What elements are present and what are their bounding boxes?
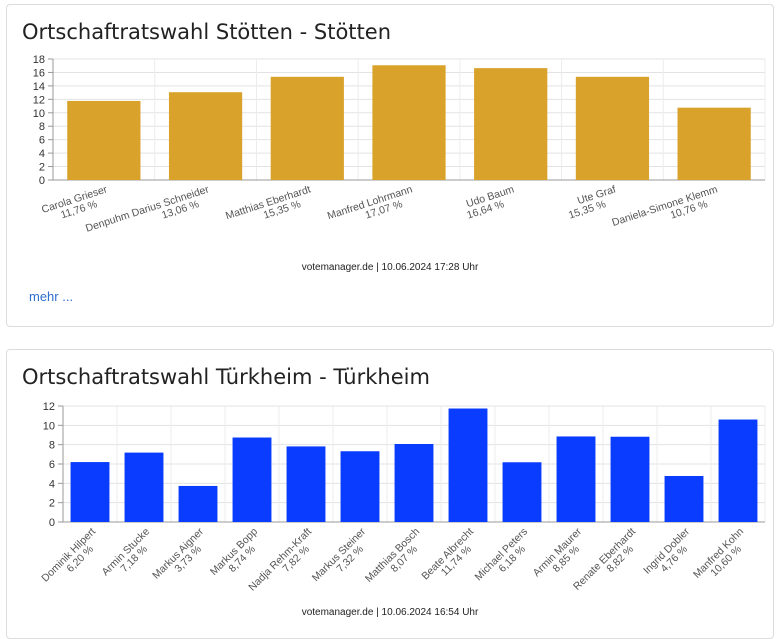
x-tick-label: Manfred Lohrmann17,07 % xyxy=(326,183,418,232)
bar[interactable] xyxy=(664,475,704,522)
bar[interactable] xyxy=(70,462,110,522)
x-tick-label: Markus Steiner7,32 % xyxy=(310,525,377,592)
y-tick-label: 4 xyxy=(49,478,55,490)
y-tick-label: 6 xyxy=(39,135,45,147)
bar[interactable] xyxy=(448,408,488,522)
bar[interactable] xyxy=(340,451,380,522)
bar[interactable] xyxy=(474,68,548,180)
x-tick-label: Daniela-Simone Klemm10,76 % xyxy=(610,183,722,239)
y-tick-label: 0 xyxy=(39,175,45,187)
x-tick-label: Renate Eberhardt8,82 % xyxy=(571,526,646,601)
bar[interactable] xyxy=(718,419,758,522)
x-tick-label: Nadja Rehm-Kraft7,82 % xyxy=(246,526,322,602)
y-tick-label: 14 xyxy=(33,81,45,93)
bar[interactable] xyxy=(270,76,344,180)
card-title: Ortschaftratswahl Stötten - Stötten xyxy=(22,20,392,44)
bar[interactable] xyxy=(232,437,272,522)
x-tick-label: Ute Graf15,35 % xyxy=(564,183,621,221)
bar[interactable] xyxy=(394,443,434,522)
more-link[interactable]: mehr ... xyxy=(29,289,74,304)
x-tick-label: Michael Peters6,18 % xyxy=(473,526,538,591)
x-tick-label: Armin Stucke7,18 % xyxy=(99,526,160,587)
bar[interactable] xyxy=(168,92,243,180)
x-tick-label: Matthias Bosch8,07 % xyxy=(363,526,430,593)
x-tick-label: Udo Baum16,64 % xyxy=(462,183,519,221)
y-tick-label: 10 xyxy=(33,108,45,120)
y-tick-label: 18 xyxy=(33,54,45,66)
y-tick-label: 12 xyxy=(33,94,45,106)
x-tick-label: Beate Albrecht11,74 % xyxy=(419,526,484,591)
bar[interactable] xyxy=(372,65,446,180)
y-tick-label: 6 xyxy=(49,459,55,471)
y-tick-label: 10 xyxy=(43,420,55,432)
source-timestamp: votemanager.de | 10.06.2024 16:54 Uhr xyxy=(301,607,479,618)
x-tick-label: Matthias Eberhardt15,35 % xyxy=(224,183,316,232)
bar[interactable] xyxy=(67,100,141,180)
bar[interactable] xyxy=(502,462,542,522)
results-card-tuerkheim: Ortschaftratswahl Türkheim - Türkheim 0 2… xyxy=(6,349,774,639)
card-title: Ortschaftratswahl Türkheim - Türkheim xyxy=(22,365,430,389)
bar[interactable] xyxy=(556,436,596,522)
y-tick-label: 8 xyxy=(49,440,55,452)
x-tick-label: Dominik Hilpert6,20 % xyxy=(39,526,106,593)
y-tick-label: 4 xyxy=(39,148,45,160)
bar[interactable] xyxy=(124,452,164,522)
bar[interactable] xyxy=(575,76,650,180)
bar[interactable] xyxy=(178,485,218,522)
source-timestamp: votemanager.de | 10.06.2024 17:28 Uhr xyxy=(301,262,479,273)
y-tick-label: 8 xyxy=(39,121,45,133)
bar[interactable] xyxy=(286,446,326,522)
y-tick-label: 2 xyxy=(49,498,55,510)
y-tick-label: 16 xyxy=(33,67,45,79)
x-tick-label: Ingrid Dobler4,76 % xyxy=(641,525,700,584)
x-tick-label: Markus Aigner3,73 % xyxy=(150,525,214,589)
x-tick-label: Manfred Kohn10,60 % xyxy=(691,526,754,589)
y-tick-label: 2 xyxy=(39,162,45,174)
y-tick-label: 0 xyxy=(49,517,55,529)
y-tick-label: 12 xyxy=(43,401,55,413)
bar[interactable] xyxy=(677,107,751,180)
bar-chart-tuerkheim: 0 2 4 6 8 10 12 Dominik Hilpert6,20 % Armin Stuc… xyxy=(39,401,766,602)
bar[interactable] xyxy=(610,436,650,522)
